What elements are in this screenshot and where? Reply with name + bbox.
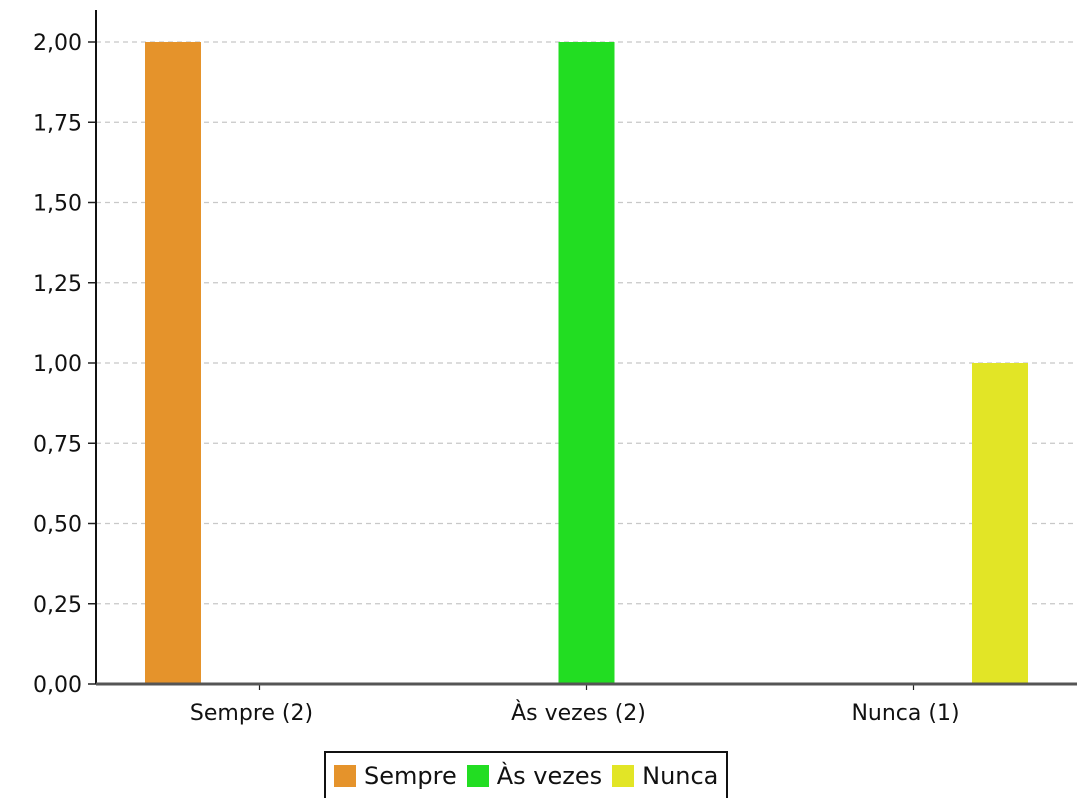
bar-2-2	[972, 363, 1028, 684]
bar-0-0	[145, 42, 201, 684]
legend-item-as-vezes: Às vezes	[466, 761, 603, 790]
legend-item-sempre: Sempre	[334, 762, 457, 790]
legend-item-nunca: Nunca	[612, 762, 718, 790]
bar-1-1	[558, 42, 615, 684]
y-tick-label: 1,75	[33, 111, 82, 136]
y-tick-label: 0,00	[33, 673, 82, 698]
y-tick-label: 0,25	[33, 593, 82, 618]
x-category-label: Sempre (2)	[190, 701, 313, 726]
legend: Sempre Às vezes Nunca	[324, 751, 729, 798]
x-category-label: Às vezes (2)	[511, 700, 646, 726]
y-tick-label: 1,25	[33, 272, 82, 297]
x-category-labels: Sempre (2) Às vezes (2) Nunca (1)	[190, 700, 960, 726]
axes	[88, 10, 1077, 690]
y-tick-label: 0,75	[33, 432, 82, 457]
legend-swatch-sempre	[334, 764, 356, 787]
y-tick-label: 1,00	[33, 352, 82, 377]
y-tick-label: 0,50	[33, 513, 82, 538]
bar-chart: 0,00 0,25 0,50 0,75 1,00 1,25 1,50 1,75 2,00 Sem…	[33, 10, 1077, 726]
y-tick-label: 1,50	[33, 192, 82, 217]
legend-label-sempre: Sempre	[364, 761, 457, 790]
legend-label-nunca: Nunca	[642, 761, 719, 790]
legend-label-as-vezes: Às vezes	[496, 761, 603, 790]
legend-swatch-nunca	[612, 764, 635, 787]
bars	[145, 42, 1028, 684]
y-tick-label: 2,00	[33, 31, 82, 56]
y-tick-labels: 0,00 0,25 0,50 0,75 1,00 1,25 1,50 1,75 2,00	[33, 31, 82, 698]
legend-swatch-as-vezes	[466, 764, 489, 787]
x-category-label: Nunca (1)	[851, 701, 959, 726]
